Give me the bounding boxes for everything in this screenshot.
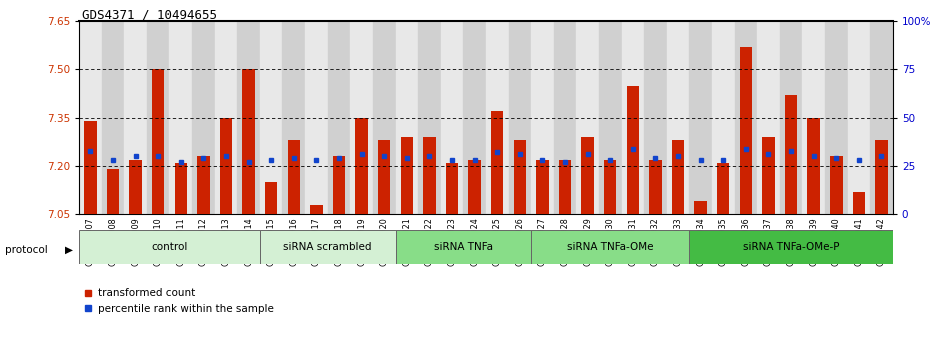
Bar bbox=[395, 21, 418, 214]
Bar bbox=[599, 21, 621, 214]
Text: siRNA TNFa: siRNA TNFa bbox=[433, 242, 493, 252]
Bar bbox=[463, 21, 485, 214]
Bar bbox=[237, 21, 259, 214]
Bar bbox=[577, 21, 599, 214]
Bar bbox=[101, 21, 125, 214]
Bar bbox=[169, 21, 193, 214]
Bar bbox=[79, 21, 101, 214]
Bar bbox=[757, 21, 779, 214]
Bar bbox=[469, 160, 481, 214]
Bar bbox=[627, 86, 639, 214]
Bar bbox=[333, 156, 345, 214]
Bar bbox=[215, 21, 237, 214]
Bar bbox=[259, 230, 395, 264]
Bar bbox=[418, 21, 441, 214]
Bar bbox=[644, 21, 667, 214]
Text: siRNA TNFa-OMe: siRNA TNFa-OMe bbox=[567, 242, 654, 252]
Bar bbox=[197, 156, 209, 214]
Bar bbox=[107, 169, 119, 214]
Bar bbox=[695, 201, 707, 214]
Bar bbox=[825, 21, 847, 214]
Bar bbox=[175, 163, 187, 214]
Bar bbox=[689, 21, 712, 214]
Bar bbox=[559, 160, 571, 214]
Bar bbox=[283, 21, 305, 214]
Bar bbox=[84, 121, 97, 214]
Bar bbox=[763, 137, 775, 214]
Bar bbox=[712, 21, 735, 214]
Bar bbox=[807, 118, 820, 214]
Bar bbox=[305, 21, 327, 214]
Bar bbox=[79, 230, 259, 264]
Bar bbox=[803, 21, 825, 214]
Bar bbox=[125, 21, 147, 214]
Bar bbox=[735, 21, 757, 214]
Bar bbox=[667, 21, 689, 214]
Bar bbox=[355, 118, 368, 214]
Bar bbox=[441, 21, 463, 214]
Bar bbox=[785, 95, 797, 214]
Bar bbox=[513, 140, 526, 214]
Text: GDS4371 / 10494655: GDS4371 / 10494655 bbox=[82, 9, 217, 22]
Bar bbox=[259, 21, 283, 214]
Bar bbox=[875, 140, 888, 214]
Text: ▶: ▶ bbox=[65, 245, 73, 255]
Bar bbox=[604, 160, 617, 214]
Bar bbox=[649, 160, 661, 214]
Bar bbox=[553, 21, 577, 214]
Bar bbox=[152, 69, 165, 214]
Bar bbox=[847, 21, 870, 214]
Bar bbox=[491, 111, 503, 214]
Bar bbox=[689, 230, 893, 264]
Legend: transformed count, percentile rank within the sample: transformed count, percentile rank withi… bbox=[85, 289, 273, 314]
Bar bbox=[445, 163, 458, 214]
Bar bbox=[830, 156, 843, 214]
Bar bbox=[509, 21, 531, 214]
Bar bbox=[717, 163, 729, 214]
Bar bbox=[739, 47, 752, 214]
Bar bbox=[531, 230, 689, 264]
Bar bbox=[129, 160, 141, 214]
Bar bbox=[193, 21, 215, 214]
Bar bbox=[581, 137, 594, 214]
Bar bbox=[423, 137, 435, 214]
Bar bbox=[531, 21, 553, 214]
Bar bbox=[671, 140, 684, 214]
Text: control: control bbox=[152, 242, 188, 252]
Bar bbox=[779, 21, 803, 214]
Bar bbox=[147, 21, 169, 214]
Text: protocol: protocol bbox=[5, 245, 47, 255]
Bar bbox=[853, 192, 865, 214]
Text: siRNA TNFa-OMe-P: siRNA TNFa-OMe-P bbox=[743, 242, 840, 252]
Bar bbox=[401, 137, 413, 214]
Bar bbox=[378, 140, 391, 214]
Bar bbox=[351, 21, 373, 214]
Bar bbox=[870, 21, 893, 214]
Bar bbox=[395, 230, 531, 264]
Bar bbox=[373, 21, 395, 214]
Bar bbox=[621, 21, 644, 214]
Bar bbox=[311, 205, 323, 214]
Bar bbox=[485, 21, 509, 214]
Bar bbox=[219, 118, 232, 214]
Bar bbox=[287, 140, 300, 214]
Bar bbox=[537, 160, 549, 214]
Text: siRNA scrambled: siRNA scrambled bbox=[284, 242, 372, 252]
Bar bbox=[327, 21, 351, 214]
Bar bbox=[243, 69, 255, 214]
Bar bbox=[265, 182, 277, 214]
